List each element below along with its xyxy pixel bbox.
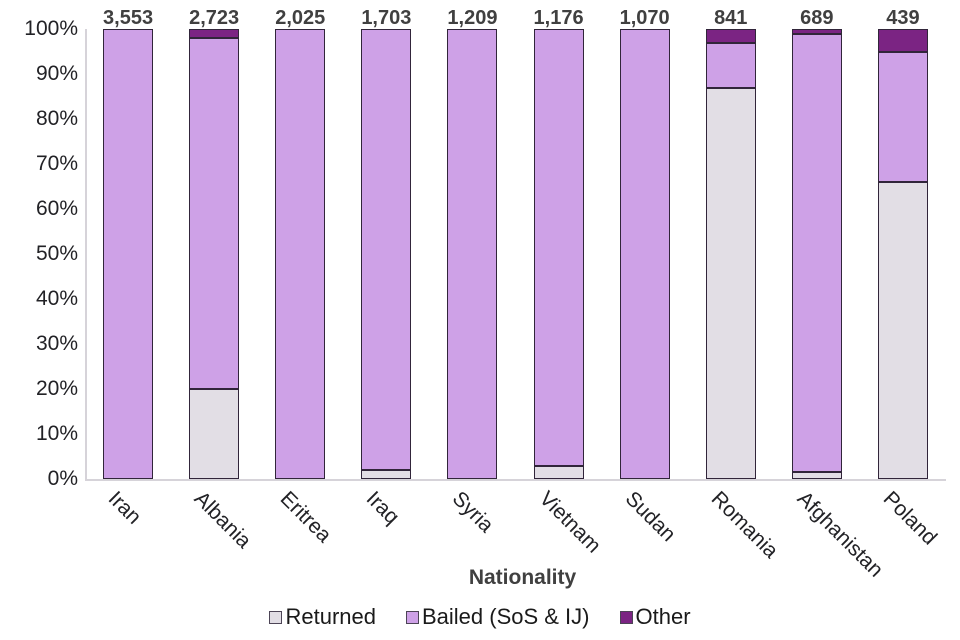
bar-total-label: 2,025 (275, 7, 326, 29)
returned-swatch-icon (269, 610, 283, 624)
bar-total-label: 1,209 (447, 7, 498, 29)
y-axis-tick-label: 60% (35, 197, 78, 220)
bar-segment-returned-iraq (361, 470, 412, 479)
y-axis-line (85, 29, 87, 479)
bar-total-label: 439 (886, 7, 920, 29)
x-axis-category-text: Iraq (362, 487, 404, 529)
other-swatch-icon (619, 610, 633, 624)
bar-total-label: 3,553 (103, 7, 154, 29)
bar-total-label: 841 (714, 7, 748, 29)
x-axis-category-text: Vietnam (534, 487, 605, 558)
y-axis-tick-label: 0% (47, 467, 78, 490)
bar-segment-other-poland (877, 29, 928, 52)
x-axis-category-text: Syria (448, 487, 499, 538)
bar-segment-other-romania (705, 29, 756, 43)
x-axis-line (85, 479, 946, 481)
y-axis-tick-label: 10% (35, 422, 78, 445)
bar-segment-bailed-sos-ij-romania (705, 42, 756, 88)
y-axis-tick-label: 90% (35, 62, 78, 85)
y-axis-tick-label: 100% (24, 17, 78, 40)
bar-segment-bailed-sos-ij-eritrea (275, 29, 326, 479)
bar-segment-other-afghanistan (791, 29, 842, 34)
legend-label: Other (635, 604, 691, 629)
legend-label: Bailed (SoS & IJ) (421, 604, 590, 629)
y-axis-tick-label: 40% (35, 287, 78, 310)
bailed-swatch-icon (405, 610, 419, 624)
bar-segment-bailed-sos-ij-poland (877, 51, 928, 182)
bar-total-label: 689 (800, 7, 834, 29)
y-axis-tick-label: 70% (35, 152, 78, 175)
legend-item-other: Other (619, 604, 691, 630)
bar-segment-returned-vietnam (533, 465, 584, 479)
legend-item-returned: Returned (269, 604, 376, 630)
x-axis-category-text: Eritrea (275, 487, 336, 548)
y-axis-tick-label: 20% (35, 377, 78, 400)
legend-label: Returned (285, 604, 376, 629)
bar-segment-bailed-sos-ij-syria (447, 29, 498, 479)
x-axis-title: Nationality (468, 566, 577, 589)
bar-segment-bailed-sos-ij-afghanistan (791, 33, 842, 473)
bar-total-label: 1,070 (619, 7, 670, 29)
bar-segment-returned-afghanistan (791, 472, 842, 479)
bar-segment-returned-poland (877, 182, 928, 479)
y-axis-tick-label: 30% (35, 332, 78, 355)
legend-item-bailed: Bailed (SoS & IJ) (405, 604, 590, 630)
x-axis-category-text: Romania (706, 487, 783, 563)
bar-total-label: 1,176 (533, 7, 584, 29)
x-axis-category-text: Albania (189, 487, 256, 553)
bar-total-label: 2,723 (189, 7, 240, 29)
y-axis-tick-label: 50% (35, 242, 78, 265)
bar-segment-bailed-sos-ij-albania (189, 38, 240, 389)
bar-segment-other-albania (189, 29, 240, 38)
legend: Returned Bailed (SoS & IJ) Other (0, 604, 960, 630)
bar-segment-returned-albania (189, 389, 240, 479)
x-axis-category-text: Sudan (620, 487, 680, 547)
y-axis-tick-label: 80% (35, 107, 78, 130)
bar-total-label: 1,703 (361, 7, 412, 29)
bar-segment-bailed-sos-ij-iraq (361, 29, 412, 470)
bar-segment-returned-romania (705, 87, 756, 479)
x-axis-category-text: Poland (878, 487, 942, 550)
bar-segment-bailed-sos-ij-iran (103, 29, 154, 479)
bar-segment-bailed-sos-ij-sudan (619, 29, 670, 479)
x-axis-category-text: Iran (103, 487, 146, 529)
bar-segment-bailed-sos-ij-vietnam (533, 29, 584, 466)
